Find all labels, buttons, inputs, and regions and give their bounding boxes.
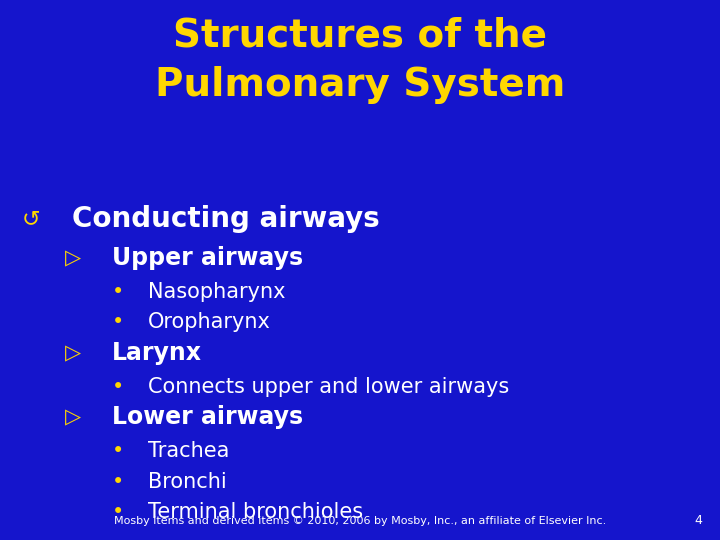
Text: Structures of the
Pulmonary System: Structures of the Pulmonary System xyxy=(155,16,565,104)
Text: ↺: ↺ xyxy=(22,208,40,229)
Text: Oropharynx: Oropharynx xyxy=(148,312,271,333)
Text: Larynx: Larynx xyxy=(112,341,202,365)
Text: ▷: ▷ xyxy=(65,248,81,268)
Text: •: • xyxy=(112,471,124,492)
Text: Upper airways: Upper airways xyxy=(112,246,302,270)
Text: 4: 4 xyxy=(694,514,702,526)
Text: Conducting airways: Conducting airways xyxy=(72,205,379,233)
Text: ▷: ▷ xyxy=(65,407,81,428)
Text: Terminal bronchioles: Terminal bronchioles xyxy=(148,502,363,523)
Text: Nasopharynx: Nasopharynx xyxy=(148,281,285,302)
Text: •: • xyxy=(112,441,124,461)
Text: Connects upper and lower airways: Connects upper and lower airways xyxy=(148,376,509,397)
Text: Lower airways: Lower airways xyxy=(112,406,302,429)
Text: •: • xyxy=(112,502,124,523)
Text: Mosby items and derived items © 2010, 2006 by Mosby, Inc., an affiliate of Elsev: Mosby items and derived items © 2010, 20… xyxy=(114,516,606,526)
Text: •: • xyxy=(112,312,124,333)
Text: •: • xyxy=(112,376,124,397)
Text: Trachea: Trachea xyxy=(148,441,229,461)
Text: ▷: ▷ xyxy=(65,343,81,363)
Text: •: • xyxy=(112,281,124,302)
Text: Bronchi: Bronchi xyxy=(148,471,226,492)
